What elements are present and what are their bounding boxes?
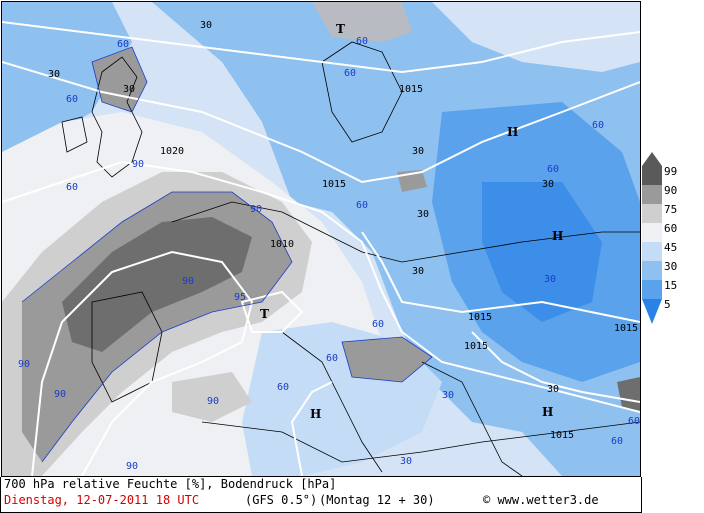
pressure-label: 30 xyxy=(412,266,424,277)
humidity-label: 90 xyxy=(182,276,194,287)
legend-label: 60 xyxy=(664,222,678,235)
humidity-label: 30 xyxy=(544,274,556,285)
legend-label: 45 xyxy=(664,241,678,254)
coast-north-europe xyxy=(171,201,640,263)
humidity-label: 60 xyxy=(117,39,129,50)
humidity-label: 90 xyxy=(207,396,219,407)
pressure-labels: 30 30 30 30 1015 1020 1015 1010 1015 101… xyxy=(48,20,638,441)
legend-label: 5 xyxy=(664,298,671,311)
humidity-zone-iberia xyxy=(172,372,252,422)
pressure-label: 1010 xyxy=(270,239,294,250)
humidity-label: 90 xyxy=(250,204,262,215)
legend-colorbar xyxy=(642,152,662,324)
humidity-zone-north xyxy=(312,2,412,42)
legend-label: 30 xyxy=(664,260,678,273)
humidity-label: 90 xyxy=(126,461,138,472)
humidity-label: 60 xyxy=(344,68,356,79)
weather-map: 30 30 30 30 1015 1020 1015 1010 1015 101… xyxy=(1,1,641,477)
legend-arrow-top xyxy=(642,152,662,166)
pressure-label: 1015 xyxy=(322,179,346,190)
humidity-label: 60 xyxy=(611,436,623,447)
humidity-label: 60 xyxy=(66,182,78,193)
humidity-label: 60 xyxy=(372,319,384,330)
humidity-label: 95 xyxy=(234,292,246,303)
map-canvas: 30 30 30 30 1015 1020 1015 1010 1015 101… xyxy=(2,2,640,476)
model-run: (Montag 12 + 30) xyxy=(319,493,435,507)
humidity-label: 60 xyxy=(547,164,559,175)
humidity-zone-atlantic xyxy=(2,2,132,152)
low-pressure-marker: T xyxy=(260,307,269,321)
humidity-label: 60 xyxy=(277,382,289,393)
legend-swatch xyxy=(642,166,662,185)
humidity-legend: 99 90 75 60 45 30 15 5 xyxy=(642,152,702,330)
humidity-zone-alps xyxy=(342,337,432,382)
humidity-zone-east xyxy=(617,377,640,412)
humidity-zone-5 xyxy=(482,182,602,322)
legend-label: 15 xyxy=(664,279,678,292)
coast-mediterranean xyxy=(201,421,640,463)
legend-arrow-bottom xyxy=(642,299,662,324)
humidity-label: 60 xyxy=(356,36,368,47)
humidity-zone-99 xyxy=(62,217,252,352)
pressure-label: 30 xyxy=(542,179,554,190)
legend-swatch xyxy=(642,261,662,280)
coast-britain xyxy=(91,56,143,178)
isobars xyxy=(2,21,640,476)
legend-swatch xyxy=(642,204,662,223)
high-pressure-marker: H xyxy=(507,125,518,139)
humidity-contours xyxy=(21,46,433,463)
pressure-label: 30 xyxy=(547,384,559,395)
legend-swatch xyxy=(642,223,662,242)
humidity-label: 90 xyxy=(132,159,144,170)
legend-swatch xyxy=(642,280,662,299)
legend-swatch xyxy=(642,185,662,204)
pressure-label: 1015 xyxy=(464,341,488,352)
high-pressure-marker: H xyxy=(310,407,321,421)
valid-date: Dienstag, 12-07-2011 18 UTC xyxy=(4,493,200,507)
coast-italy xyxy=(281,331,383,473)
coast-ireland xyxy=(61,116,88,153)
humidity-label: 60 xyxy=(356,200,368,211)
high-pressure-marker: H xyxy=(552,229,563,243)
pressure-label: 1020 xyxy=(160,146,184,157)
humidity-label: 90 xyxy=(18,359,30,370)
pressure-label: 1015 xyxy=(614,323,638,334)
map-description: 700 hPa relative Feuchte [%], Bodendruck… xyxy=(4,477,337,491)
humidity-labels: 60 60 60 60 60 60 60 60 60 60 60 60 60 9… xyxy=(18,36,640,472)
humidity-zone-scotland xyxy=(92,47,147,112)
humidity-label: 60 xyxy=(592,120,604,131)
legend-label: 75 xyxy=(664,203,678,216)
humidity-label: 30 xyxy=(400,456,412,467)
pressure-label: 30 xyxy=(200,20,212,31)
legend-swatch xyxy=(642,242,662,261)
legend-label: 99 xyxy=(664,165,678,178)
high-pressure-marker: H xyxy=(542,405,553,419)
pressure-label: 30 xyxy=(412,146,424,157)
pressure-label: 30 xyxy=(417,209,429,220)
pressure-label: 1015 xyxy=(399,84,423,95)
pressure-label: 1015 xyxy=(468,312,492,323)
legend-label: 90 xyxy=(664,184,678,197)
humidity-label: 60 xyxy=(66,94,78,105)
humidity-label: 90 xyxy=(54,389,66,400)
humidity-label: 60 xyxy=(326,353,338,364)
map-caption: 700 hPa relative Feuchte [%], Bodendruck… xyxy=(0,477,642,513)
coast-scandinavia xyxy=(321,41,403,143)
model-name: (GFS 0.5°) xyxy=(245,493,318,507)
pressure-label: 30 xyxy=(48,69,60,80)
pressure-label: 1015 xyxy=(550,430,574,441)
humidity-label: 60 xyxy=(628,416,640,427)
coast-balkans xyxy=(421,361,523,476)
credit-link[interactable]: © www.wetter3.de xyxy=(483,493,599,507)
pressure-label: 30 xyxy=(123,84,135,95)
low-pressure-marker: T xyxy=(336,22,345,36)
humidity-label: 30 xyxy=(442,390,454,401)
